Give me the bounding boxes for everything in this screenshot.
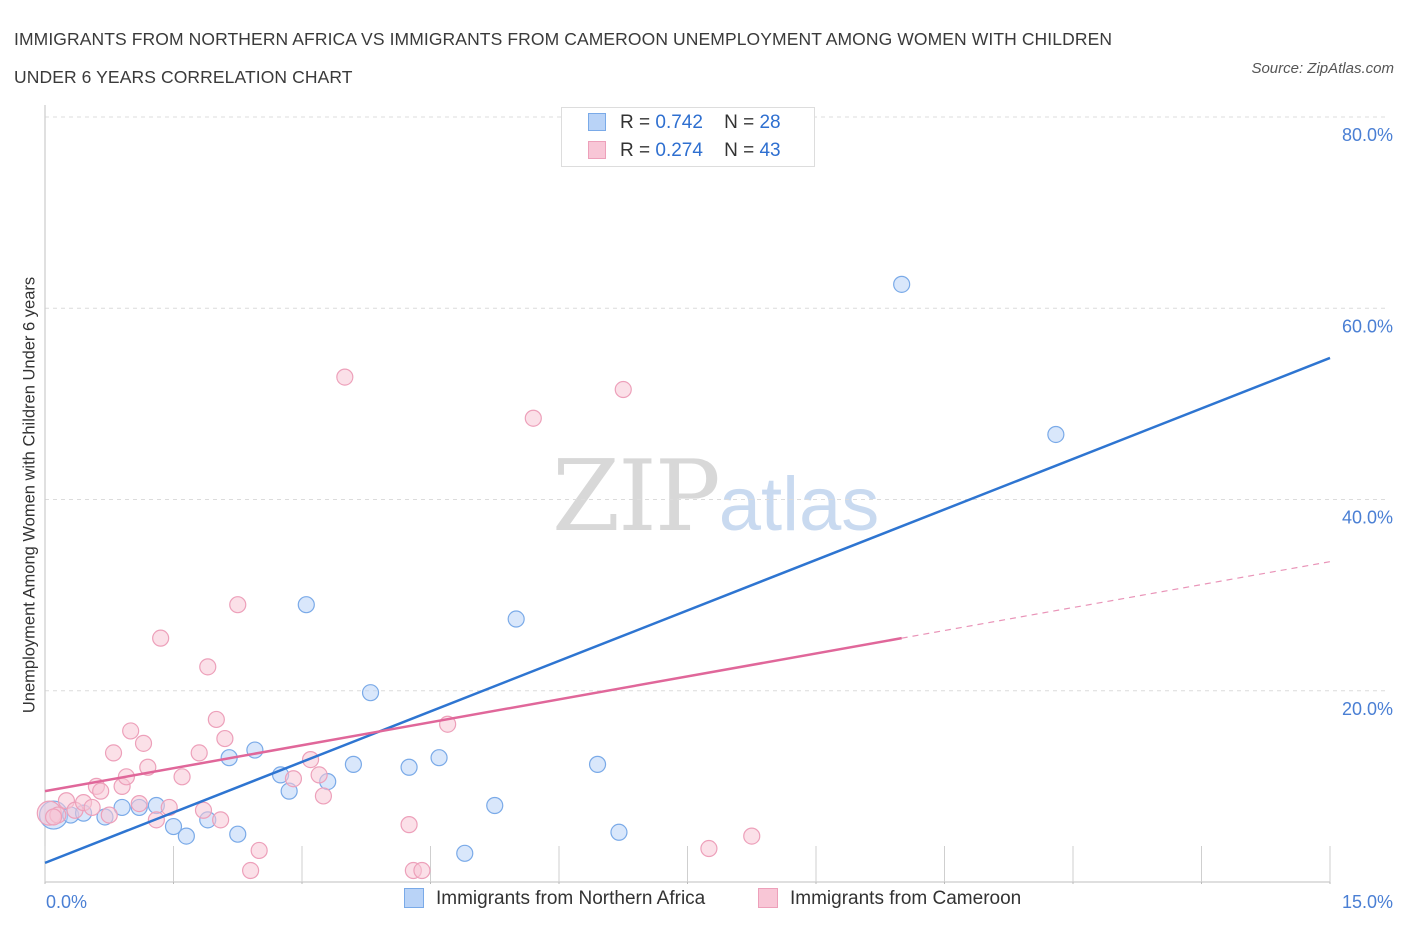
- chart-title-line-1: IMMIGRANTS FROM NORTHERN AFRICA VS IMMIG…: [14, 29, 1113, 49]
- point-northern-africa: [229, 825, 247, 843]
- point-cameroon: [130, 794, 148, 813]
- point-cameroon: [314, 787, 333, 805]
- legend-row-northern-africa: R = 0.742 N = 28: [588, 112, 781, 136]
- legend-row-cameroon: R = 0.274 N = 43: [588, 140, 781, 164]
- point-cameroon: [700, 839, 718, 858]
- watermark-atlas: atlas: [718, 462, 880, 547]
- y-tick-label: 80.0%: [1342, 125, 1393, 145]
- point-cameroon: [524, 409, 542, 427]
- point-northern-africa: [361, 684, 380, 702]
- point-cameroon: [212, 811, 230, 829]
- legend-swatch-pink: [588, 141, 606, 159]
- point-cameroon: [152, 629, 170, 647]
- point-northern-africa: [610, 823, 628, 841]
- x-tick-label: 0.0%: [46, 892, 87, 912]
- series-legend-label: Immigrants from Northern Africa: [436, 888, 706, 909]
- point-cameroon: [83, 798, 101, 817]
- watermark-zip: ZIP: [552, 440, 721, 554]
- point-cameroon: [134, 734, 153, 752]
- series-legend-northern-africa: Immigrants from Northern Africa: [404, 888, 705, 910]
- y-tick-label: 40.0%: [1342, 508, 1393, 528]
- point-northern-africa: [344, 755, 362, 773]
- series-legend-label: Immigrants from Cameroon: [790, 888, 1022, 909]
- series-legend-cameroon: Immigrants from Cameroon: [758, 888, 1021, 910]
- point-cameroon: [190, 744, 208, 762]
- point-cameroon: [229, 596, 247, 614]
- point-cameroon: [216, 729, 234, 748]
- legend-r-label: R =: [620, 140, 651, 161]
- point-northern-africa: [588, 755, 607, 773]
- zipatlas-watermark: ZIPatlas: [552, 440, 879, 554]
- point-cameroon: [173, 768, 191, 786]
- chart-title-line-2: UNDER 6 YEARS CORRELATION CHART: [14, 67, 353, 87]
- point-cameroon: [92, 782, 110, 800]
- point-cameroon: [122, 722, 140, 740]
- point-cameroon: [207, 710, 225, 729]
- legend-n-value: 43: [759, 140, 781, 161]
- point-cameroon: [310, 766, 328, 784]
- point-cameroon: [400, 816, 418, 834]
- point-northern-africa: [177, 827, 195, 845]
- point-cameroon: [199, 658, 217, 676]
- point-cameroon: [614, 380, 632, 399]
- source-credit: Source: ZipAtlas.com: [1251, 60, 1394, 77]
- y-tick-label: 60.0%: [1342, 316, 1393, 336]
- point-northern-africa: [1047, 425, 1065, 444]
- point-cameroon: [250, 841, 268, 860]
- point-cameroon: [413, 861, 431, 880]
- series-swatch-blue: [404, 888, 424, 908]
- point-northern-africa: [297, 596, 315, 614]
- y-tick-label: 20.0%: [1342, 699, 1393, 719]
- point-cameroon: [284, 770, 303, 788]
- trendline-cameroon: [44, 636, 902, 793]
- point-northern-africa: [456, 844, 474, 862]
- point-northern-africa: [430, 749, 448, 767]
- series-swatch-pink: [758, 888, 778, 908]
- trendline-cameroon-extension: [901, 561, 1331, 639]
- trendline-northern-africa: [44, 356, 1331, 865]
- y-axis-label: Unemployment Among Women with Children U…: [20, 276, 39, 714]
- point-northern-africa: [893, 275, 911, 293]
- point-northern-africa: [507, 610, 525, 628]
- point-cameroon: [743, 827, 761, 845]
- point-cameroon: [194, 801, 213, 819]
- legend-n-label: N =: [724, 140, 755, 161]
- legend-r-value: 0.742: [655, 112, 703, 133]
- chart-title: IMMIGRANTS FROM NORTHERN AFRICA VS IMMIG…: [14, 20, 1214, 96]
- legend-n-label: N =: [724, 112, 755, 133]
- legend-r-value: 0.274: [655, 140, 703, 161]
- point-cameroon: [336, 368, 354, 386]
- point-cameroon: [242, 861, 260, 880]
- point-cameroon: [104, 744, 123, 762]
- point-northern-africa: [113, 798, 131, 817]
- legend-swatch-blue: [588, 113, 606, 131]
- correlation-legend: R = 0.742 N = 28 R = 0.274 N = 43: [561, 107, 815, 167]
- point-northern-africa: [400, 758, 418, 776]
- point-northern-africa: [164, 817, 183, 836]
- legend-n-value: 28: [759, 112, 781, 133]
- x-tick-label: 15.0%: [1342, 892, 1393, 912]
- point-northern-africa: [486, 796, 504, 815]
- point-cameroon: [100, 806, 118, 824]
- legend-r-label: R =: [620, 112, 651, 133]
- point-cameroon: [44, 808, 63, 826]
